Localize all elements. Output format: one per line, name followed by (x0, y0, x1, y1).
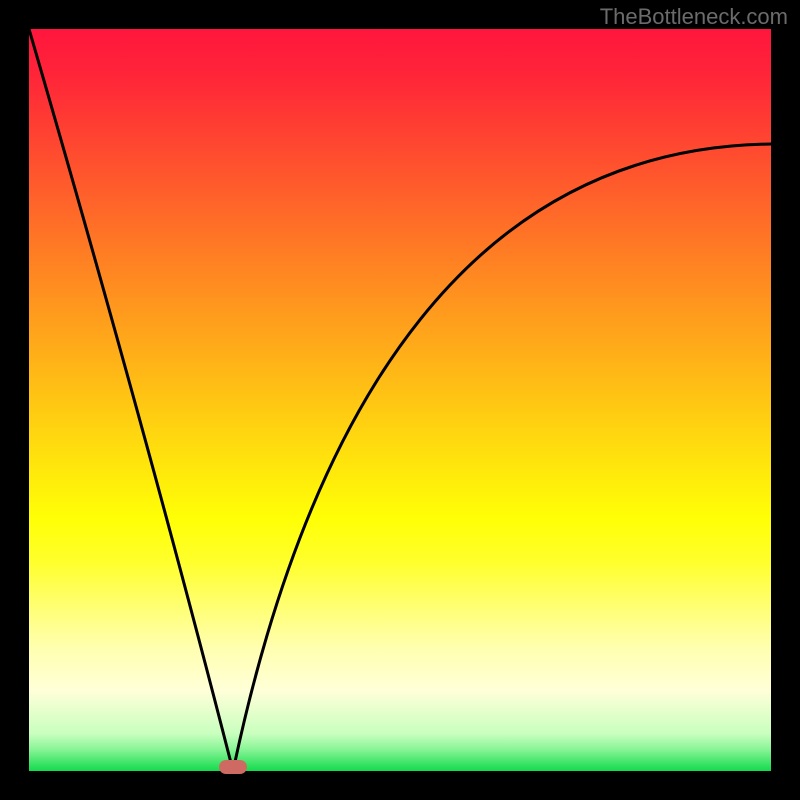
curve-svg (29, 29, 771, 771)
bottleneck-curve (29, 29, 771, 771)
plot-area (29, 29, 771, 771)
chart-container: { "canvas": { "width": 800, "height": 80… (0, 0, 800, 800)
minimum-marker (219, 760, 247, 774)
watermark-text: TheBottleneck.com (600, 4, 788, 30)
